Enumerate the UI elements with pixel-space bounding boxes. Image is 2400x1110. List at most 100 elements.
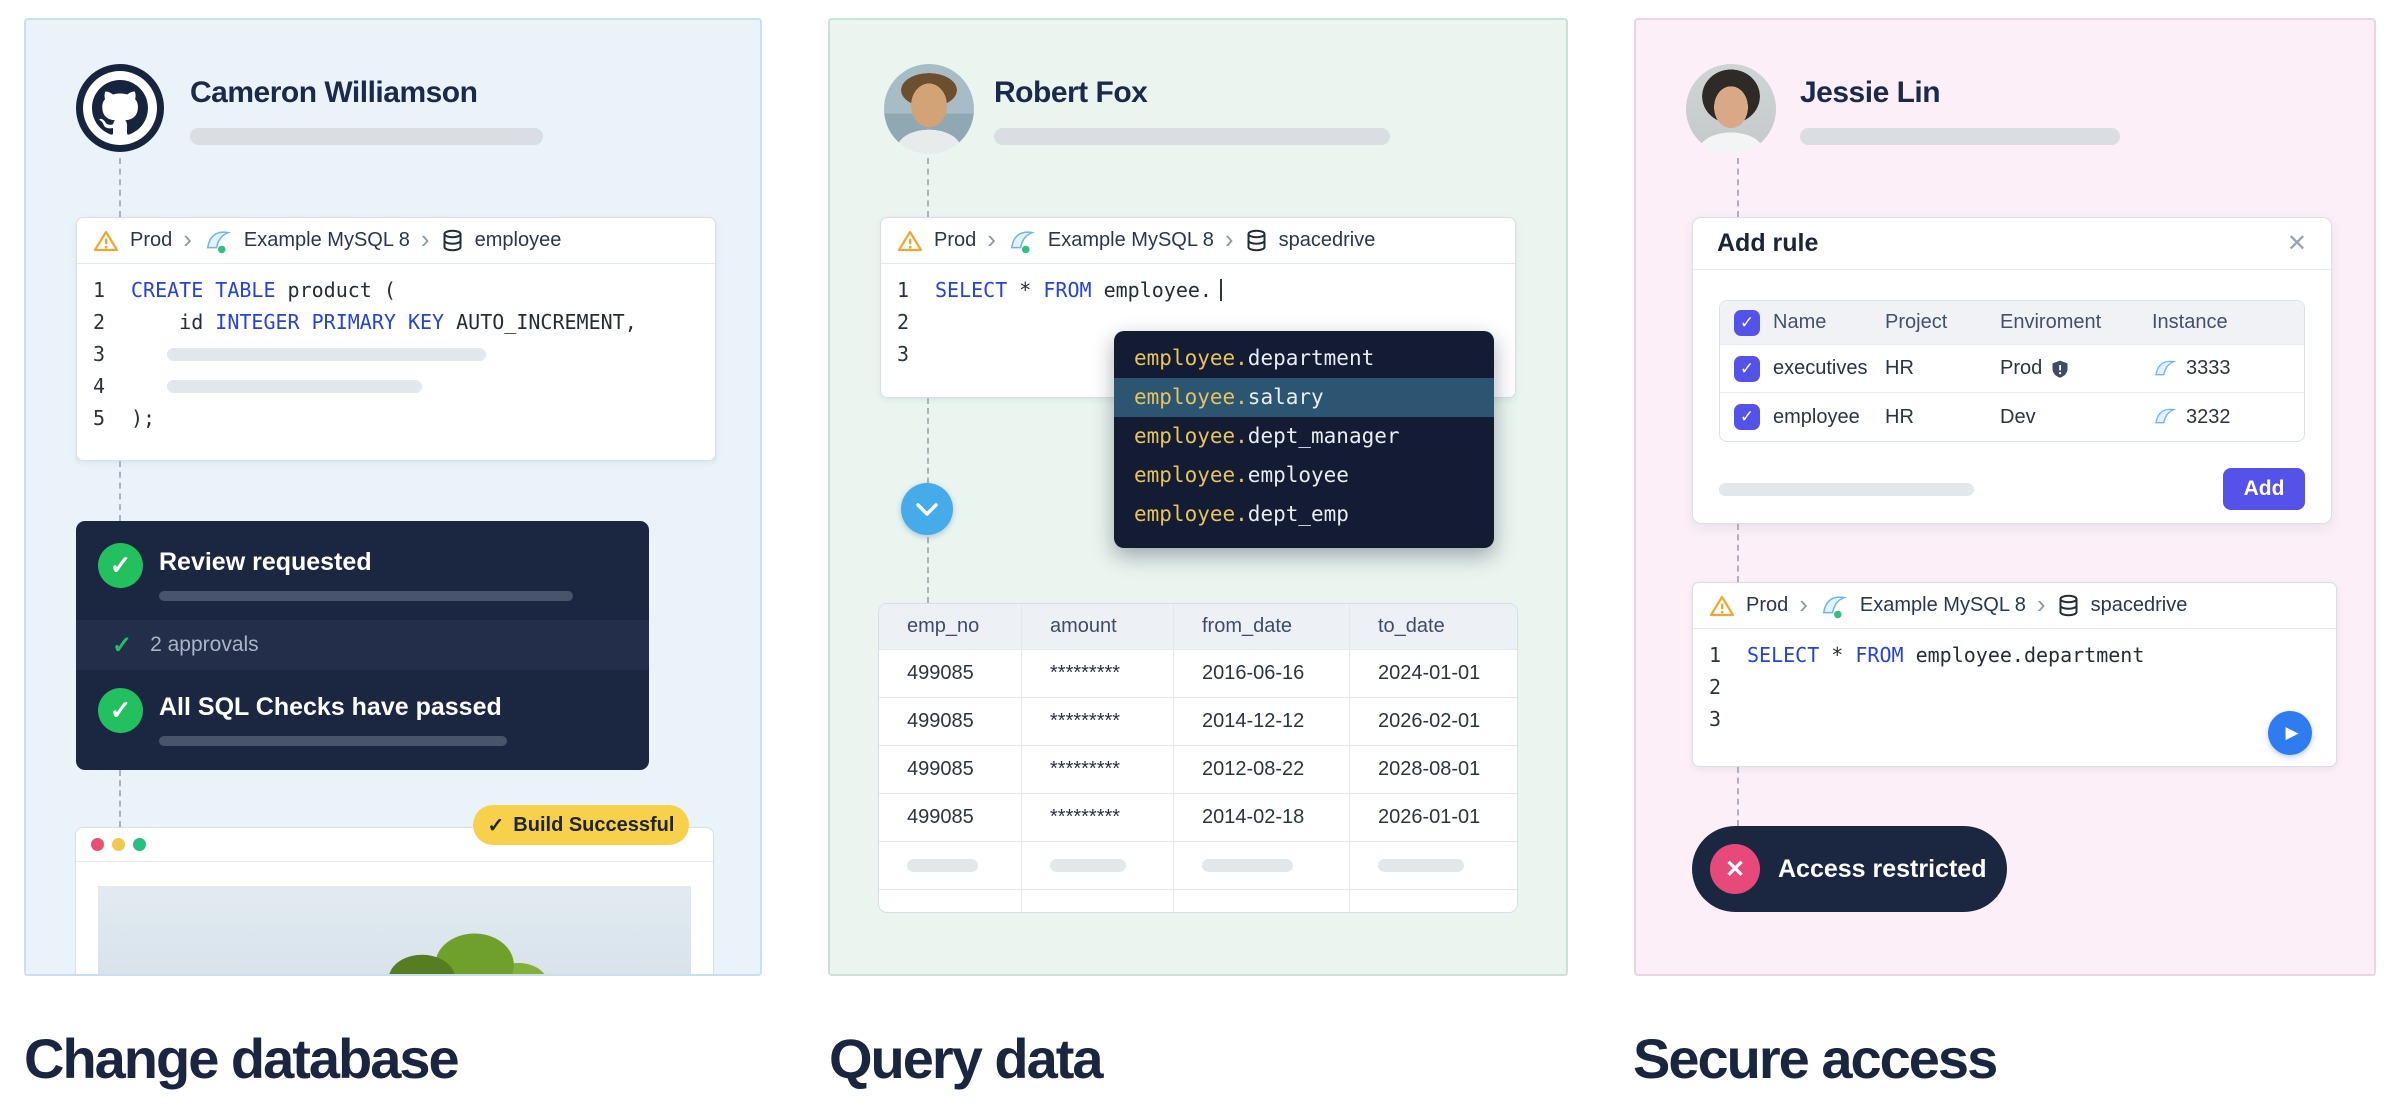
cell-to-date: 2026-01-01 bbox=[1378, 806, 1481, 828]
play-icon: ▶ bbox=[2285, 723, 2299, 742]
connector-line bbox=[119, 461, 121, 521]
code-keyword: CREATE TABLE bbox=[131, 278, 276, 302]
checkbox-checked[interactable]: ✓ bbox=[1734, 404, 1760, 430]
code-keyword: FROM bbox=[1043, 278, 1092, 302]
code-text: product ( bbox=[275, 278, 396, 302]
column-header[interactable]: from_date bbox=[1174, 604, 1350, 649]
table-suffix: salary bbox=[1247, 385, 1324, 409]
connector-line bbox=[927, 158, 929, 217]
rule-instance: 3333 bbox=[2186, 357, 2231, 379]
minimize-dot-icon[interactable] bbox=[112, 838, 125, 851]
cell-amount-masked: ********* bbox=[1022, 794, 1174, 841]
warning-icon bbox=[1709, 594, 1735, 618]
connector-line bbox=[1737, 767, 1739, 826]
table-row: 499085 ********* 2016-06-16 2024-01-01 bbox=[879, 650, 1517, 698]
cell-from-date: 2016-06-16 bbox=[1174, 650, 1350, 697]
column-header: Enviroment bbox=[2000, 311, 2102, 333]
badge-label: Build Successful bbox=[513, 813, 675, 836]
cell-amount-masked: ********* bbox=[1022, 698, 1174, 745]
sql-code[interactable]: 1 SELECT * FROM employee.department 2 3 bbox=[1693, 629, 2336, 735]
column-header: Project bbox=[1885, 311, 1948, 333]
checkbox-checked[interactable]: ✓ bbox=[1734, 309, 1760, 336]
maximize-dot-icon[interactable] bbox=[133, 838, 146, 851]
code-text: * bbox=[1007, 278, 1044, 302]
placeholder-bar bbox=[1800, 128, 2120, 145]
user-name: Robert Fox bbox=[994, 76, 1148, 109]
code-keyword: SELECT bbox=[935, 278, 1008, 302]
check-icon: ✓ bbox=[112, 631, 133, 659]
chevron-right-icon: › bbox=[987, 223, 996, 254]
line-number: 1 bbox=[897, 278, 910, 302]
column-header[interactable]: emp_no bbox=[879, 604, 1022, 649]
breadcrumb-database[interactable]: spacedrive bbox=[2090, 594, 2188, 616]
table-prefix: employee. bbox=[1134, 502, 1248, 526]
database-icon bbox=[1245, 229, 1268, 253]
line-number: 5 bbox=[93, 406, 106, 430]
github-icon bbox=[83, 71, 157, 145]
mysql-dolphin-icon bbox=[1007, 226, 1037, 256]
sql-code[interactable]: 1 CREATE TABLE product ( 2 id INTEGER PRI… bbox=[77, 264, 715, 434]
autocomplete-option[interactable]: employee.employee bbox=[1114, 456, 1494, 495]
panel-query-data: Robert Fox Prod › Example MySQL 8 › spac… bbox=[828, 18, 1568, 976]
breadcrumb-environment[interactable]: Prod bbox=[130, 229, 173, 251]
autocomplete-option[interactable]: employee.department bbox=[1114, 339, 1494, 378]
column-header: Instance bbox=[2152, 311, 2228, 333]
access-restricted-badge: ✕ Access restricted bbox=[1692, 826, 2007, 912]
cell-to-date: 2024-01-01 bbox=[1378, 662, 1481, 684]
cell-amount-masked: ********* bbox=[1022, 650, 1174, 697]
cell-amount-masked: ********* bbox=[1022, 746, 1174, 793]
mysql-dolphin-icon bbox=[203, 226, 233, 256]
check-circle-icon: ✓ bbox=[98, 543, 143, 588]
line-number: 1 bbox=[1709, 643, 1722, 667]
sql-editor-card: Prod › Example MySQL 8 › employee 1 CREAT… bbox=[76, 217, 716, 461]
breadcrumb-connection[interactable]: Example MySQL 8 bbox=[1047, 229, 1214, 251]
breadcrumb-connection[interactable]: Example MySQL 8 bbox=[243, 229, 410, 251]
code-keyword: INTEGER PRIMARY KEY bbox=[215, 310, 445, 334]
caption-secure-access: Secure access bbox=[1633, 1027, 1998, 1090]
rules-table: ✓ Name Project Enviroment Instance ✓ exe… bbox=[1719, 300, 2305, 442]
placeholder-bar bbox=[1202, 859, 1294, 872]
sql-code[interactable]: 1 SELECT * FROM employee. 2 3 bbox=[881, 264, 1515, 370]
breadcrumb: Prod › Example MySQL 8 › employee bbox=[77, 218, 715, 264]
line-number: 3 bbox=[1709, 707, 1722, 731]
close-dot-icon[interactable] bbox=[91, 838, 104, 851]
line-number: 1 bbox=[93, 278, 106, 302]
column-header[interactable]: amount bbox=[1022, 604, 1174, 649]
line-number: 2 bbox=[897, 310, 910, 334]
breadcrumb-environment[interactable]: Prod bbox=[934, 229, 977, 251]
autocomplete-option[interactable]: employee.dept_emp bbox=[1114, 495, 1494, 534]
mysql-dolphin-icon bbox=[2152, 404, 2178, 430]
chevron-right-icon: › bbox=[420, 223, 430, 254]
rule-instance: 3232 bbox=[2186, 405, 2231, 428]
add-button[interactable]: Add bbox=[2223, 468, 2305, 510]
cell-to-date: 2026-02-01 bbox=[1378, 710, 1481, 732]
placeholder-bar bbox=[907, 859, 978, 872]
breadcrumb-database[interactable]: employee bbox=[474, 229, 562, 251]
avatar bbox=[1686, 64, 1776, 154]
breadcrumb-environment[interactable]: Prod bbox=[1746, 594, 1789, 616]
code-text: employee. bbox=[1091, 278, 1212, 302]
rule-environment: Dev bbox=[2000, 405, 2036, 428]
chevron-down-icon bbox=[916, 502, 938, 516]
breadcrumb-database[interactable]: spacedrive bbox=[1278, 229, 1376, 251]
table-prefix: employee. bbox=[1134, 385, 1248, 409]
table-suffix: department bbox=[1247, 346, 1375, 370]
close-icon[interactable]: ✕ bbox=[2286, 230, 2307, 257]
table-prefix: employee. bbox=[1134, 463, 1248, 487]
table-row: 499085 ********* 2014-12-12 2026-02-01 bbox=[879, 698, 1517, 746]
autocomplete-option[interactable]: employee.dept_manager bbox=[1114, 417, 1494, 456]
chevron-right-icon: › bbox=[1799, 588, 1808, 619]
warning-icon bbox=[897, 229, 923, 253]
placeholder-bar bbox=[994, 128, 1390, 145]
chevron-down-button[interactable] bbox=[901, 483, 953, 535]
browser-window bbox=[75, 827, 714, 974]
autocomplete-option-selected[interactable]: employee.salary bbox=[1114, 378, 1494, 417]
rules-header-row: ✓ Name Project Enviroment Instance bbox=[1720, 301, 2304, 345]
run-query-button[interactable]: ▶ bbox=[2268, 711, 2312, 755]
rule-environment: Prod bbox=[2000, 357, 2043, 379]
column-header[interactable]: to_date bbox=[1378, 615, 1445, 637]
checkbox-checked[interactable]: ✓ bbox=[1734, 355, 1760, 382]
breadcrumb-connection[interactable]: Example MySQL 8 bbox=[1859, 594, 2026, 616]
code-text: * bbox=[1819, 643, 1856, 667]
